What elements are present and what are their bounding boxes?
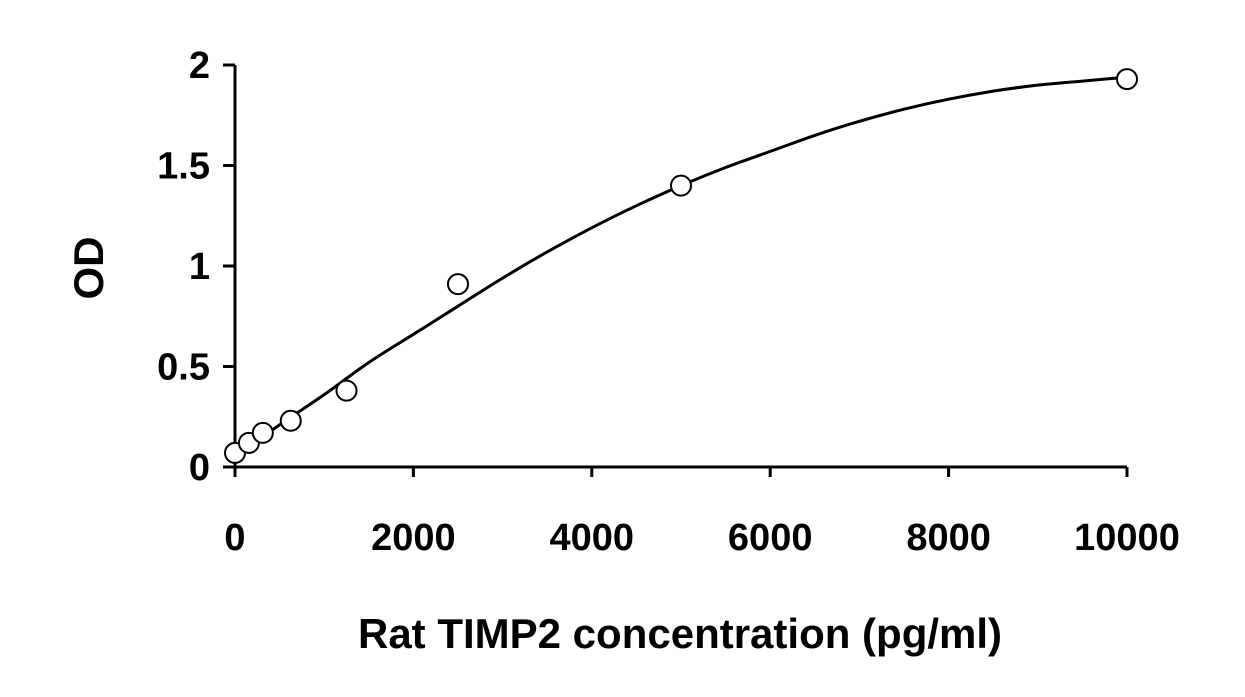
x-tick-label: 6000 [728,517,813,559]
x-tick-label: 4000 [550,517,635,559]
data-point [335,379,358,402]
data-point [279,409,302,432]
x-tick-label: 2000 [371,517,456,559]
y-axis-ticks: 0 0.5 1 1.5 2 [157,45,235,489]
data-point [670,174,692,197]
x-tick-label: 8000 [906,517,991,559]
x-axis-title: Rat TIMP2 concentration (pg/ml) [358,610,1002,657]
x-tick-label: 10000 [1074,517,1180,559]
data-point [1116,68,1138,91]
x-tick-label: 0 [224,517,245,559]
y-tick-label: 1 [189,246,210,288]
axes [233,65,1127,469]
y-tick-label: 0 [189,447,210,489]
y-axis-title: OD [65,237,112,300]
fit-curve [234,75,1128,459]
data-points [224,68,1138,464]
data-point [447,273,469,296]
y-tick-label: 1.5 [157,146,210,188]
y-tick-label: 0.5 [157,347,210,389]
data-point [251,421,274,444]
x-axis-ticks: 0 2000 4000 6000 8000 10000 [224,467,1180,559]
y-tick-label: 2 [189,45,210,87]
